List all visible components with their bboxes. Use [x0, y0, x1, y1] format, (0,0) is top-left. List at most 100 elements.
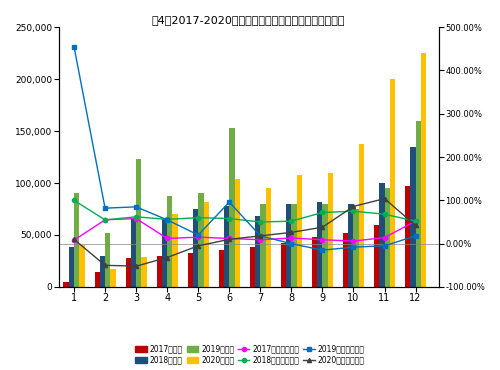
2020年同比增长率 [164, 255, 170, 260]
Bar [198, 194, 203, 287]
2017年同比增长率 [258, 238, 264, 242]
Bar [110, 269, 116, 287]
Bar [100, 256, 105, 287]
Bar [94, 272, 100, 287]
Bar [292, 204, 296, 287]
2017年同比增长率 [164, 236, 170, 240]
Bar [286, 204, 292, 287]
Bar [421, 53, 426, 287]
Line: 2019年同比增长率: 2019年同比增长率 [72, 44, 418, 252]
Bar [281, 243, 286, 287]
2017年同比增长率 [320, 238, 326, 242]
Bar [126, 258, 131, 287]
Bar [68, 248, 74, 287]
2020年同比增长率 [412, 223, 418, 228]
2019年同比增长率 [382, 243, 388, 248]
Bar [224, 206, 230, 287]
Title: 图4：2017-2020年月度新能源汽车销量及同比变化情况: 图4：2017-2020年月度新能源汽车销量及同比变化情况 [152, 15, 346, 25]
2018年同比增长率 [288, 219, 294, 223]
Bar [359, 144, 364, 287]
Bar [188, 253, 193, 287]
Bar [405, 186, 410, 287]
2017年同比增长率 [71, 238, 77, 242]
Bar [312, 237, 317, 287]
2017年同比增长率 [102, 218, 108, 222]
2018年同比增长率 [71, 198, 77, 203]
2018年同比增长率 [350, 209, 356, 213]
Bar [260, 204, 266, 287]
2020年同比增长率 [102, 263, 108, 268]
2019年同比增长率 [226, 200, 232, 204]
Bar [167, 195, 172, 287]
2019年同比增长率 [258, 233, 264, 238]
Bar [218, 249, 224, 287]
2020年同比增长率 [258, 233, 264, 238]
Bar [390, 79, 395, 287]
2020年同比增长率 [350, 204, 356, 209]
2018年同比增长率 [195, 215, 201, 220]
Bar [410, 147, 416, 287]
Line: 2018年同比增长率: 2018年同比增长率 [72, 198, 418, 224]
2020年同比增长率 [71, 237, 77, 242]
2019年同比增长率 [288, 242, 294, 246]
2018年同比增长率 [412, 219, 418, 223]
Bar [317, 202, 322, 287]
2020年同比增长率 [226, 237, 232, 242]
Bar [64, 282, 68, 287]
Bar [204, 202, 209, 287]
2017年同比增长率 [412, 219, 418, 223]
Bar [234, 179, 240, 287]
Bar [131, 218, 136, 287]
Bar [354, 209, 359, 287]
Bar [384, 188, 390, 287]
Bar [230, 128, 234, 287]
Bar [162, 219, 167, 287]
Bar [74, 194, 80, 287]
2019年同比增长率 [71, 44, 77, 49]
2019年同比增长率 [133, 205, 139, 209]
2019年同比增长率 [412, 233, 418, 238]
Bar [80, 245, 84, 287]
Bar [250, 248, 255, 287]
2020年同比增长率 [320, 225, 326, 229]
Bar [266, 188, 271, 287]
Bar [348, 204, 354, 287]
2017年同比增长率 [288, 236, 294, 240]
2017年同比增长率 [382, 235, 388, 240]
2018年同比增长率 [226, 216, 232, 221]
2020年同比增长率 [195, 243, 201, 248]
2017年同比增长率 [226, 236, 232, 240]
Line: 2020年同比增长率: 2020年同比增长率 [72, 196, 418, 268]
Bar [343, 233, 348, 287]
2018年同比增长率 [164, 217, 170, 222]
2018年同比增长率 [133, 215, 139, 219]
Bar [172, 214, 178, 287]
2018年同比增长率 [258, 220, 264, 224]
Bar [193, 209, 198, 287]
2020年同比增长率 [133, 264, 139, 268]
Bar [142, 257, 146, 287]
2019年同比增长率 [102, 206, 108, 211]
Bar [296, 175, 302, 287]
2017年同比增长率 [350, 239, 356, 243]
2018年同比增长率 [320, 210, 326, 215]
Bar [136, 159, 141, 287]
2017年同比增长率 [195, 235, 201, 239]
Bar [322, 204, 328, 287]
2019年同比增长率 [195, 233, 201, 237]
2020年同比增长率 [288, 230, 294, 235]
Bar [105, 233, 110, 287]
Bar [380, 183, 384, 287]
Legend: 2017年销量, 2018年销量, 2019年销量, 2020年销量, 2017年同比增长率, 2018年同比增长率, 2019年同比增长率, 2020年同比增: 2017年销量, 2018年销量, 2019年销量, 2020年销量, 2017… [134, 343, 366, 366]
2019年同比增长率 [350, 245, 356, 249]
2019年同比增长率 [164, 218, 170, 222]
Bar [416, 121, 421, 287]
Bar [156, 256, 162, 287]
Bar [328, 173, 333, 287]
Bar [255, 216, 260, 287]
Line: 2017年同比增长率: 2017年同比增长率 [72, 216, 418, 243]
2020年同比增长率 [382, 196, 388, 201]
2018年同比增长率 [102, 218, 108, 222]
Bar [374, 225, 380, 287]
2017年同比增长率 [133, 216, 139, 221]
